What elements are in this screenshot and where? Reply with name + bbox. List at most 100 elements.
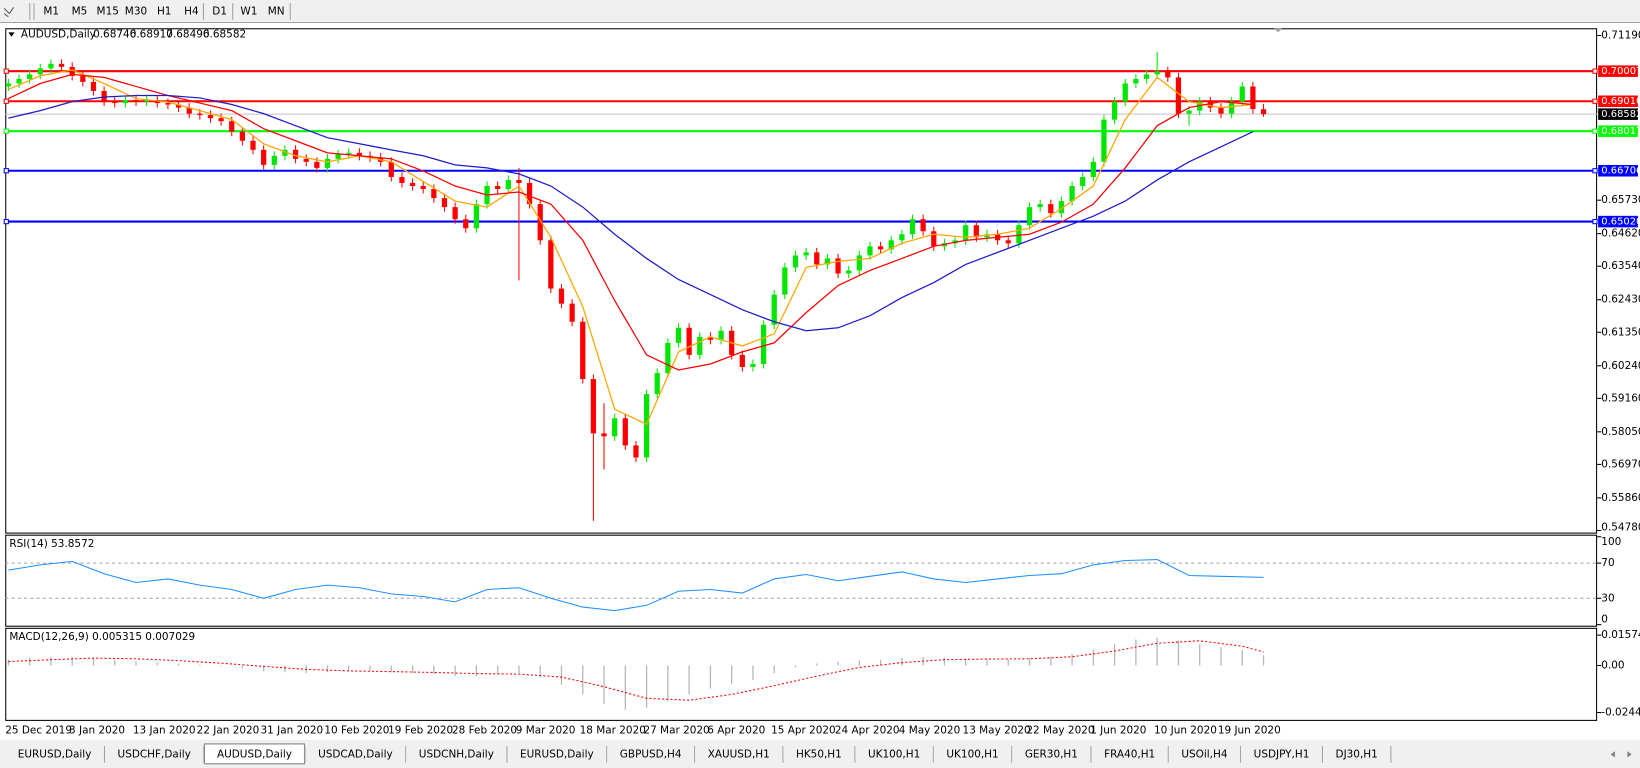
timeframe-button[interactable]: M30 (125, 6, 147, 18)
tab-label[interactable]: GER30,H1 (1025, 748, 1078, 760)
tab-label[interactable]: GBPUSD,H4 (620, 748, 682, 760)
level-price-tag (1598, 125, 1638, 137)
candle-body (346, 152, 352, 155)
timeframe-button[interactable]: M1 (43, 6, 59, 18)
tab[interactable]: XAUUSD,H1 (695, 743, 784, 764)
candle-body (144, 100, 150, 102)
candle-body (1133, 78, 1139, 84)
date-label: 4 May 2020 (899, 724, 961, 736)
candle-body (314, 161, 320, 168)
moving-average-line (8, 69, 1253, 426)
tab[interactable]: EURUSD,Daily (507, 743, 608, 764)
candle-body (558, 288, 565, 304)
tab-label[interactable]: AUDUSD,Daily (217, 748, 292, 760)
tab-label[interactable]: USDCAD,Daily (318, 748, 393, 760)
candle-body (356, 152, 363, 156)
tab[interactable]: UK100,H1 (855, 743, 934, 764)
tab-label[interactable]: USDCNH,Daily (419, 748, 494, 760)
timeframe-button[interactable]: H1 (157, 6, 172, 18)
timeframe-button[interactable]: M5 (72, 6, 88, 18)
tab[interactable]: USDCAD,Daily (305, 743, 407, 764)
candle-body (516, 179, 522, 183)
timeframe-button[interactable]: H4 (184, 6, 199, 18)
candle-body (1165, 71, 1171, 78)
tab-background (1012, 743, 1091, 764)
timeframe-button[interactable]: MN (268, 6, 285, 18)
candle-body (548, 240, 554, 289)
tab-scroll-left[interactable] (1610, 751, 1615, 758)
candle-body (218, 118, 224, 122)
candle-body (931, 231, 937, 247)
date-label: 1 Jun 2020 (1090, 724, 1146, 736)
level-handle (3, 98, 9, 104)
tab-label[interactable]: UK100,H1 (946, 748, 998, 760)
level-price-tag (1598, 95, 1638, 108)
tab-label[interactable]: XAUUSD,H1 (708, 748, 770, 760)
toolbar-icon[interactable] (3, 7, 15, 18)
tab[interactable]: USDJPY,H1 (1241, 743, 1323, 764)
candle-body (590, 379, 597, 434)
y-tick-label: 100 (1601, 536, 1621, 548)
candle-body (271, 155, 277, 165)
candle-body (16, 78, 22, 84)
tab[interactable]: USDCNH,Daily (406, 743, 508, 764)
tab[interactable]: AUDUSD,Daily (203, 743, 306, 765)
tab-background (607, 743, 695, 764)
tab-background (1091, 743, 1168, 764)
candle-body (1048, 204, 1054, 214)
candle-body (963, 225, 969, 241)
timeframe-button[interactable]: D1 (212, 6, 227, 18)
moving-average-line (8, 73, 1253, 371)
level-handle (3, 218, 9, 225)
tab[interactable]: FRA40,H1 (1091, 743, 1169, 764)
tab-label[interactable]: UK100,H1 (868, 748, 920, 760)
tab-label[interactable]: EURUSD,Daily (520, 748, 594, 760)
candle-body (1260, 109, 1267, 115)
tab-label[interactable]: EURUSD,Daily (18, 748, 92, 760)
candle-body (473, 204, 480, 229)
date-label: 13 Jan 2020 (133, 724, 196, 736)
tab[interactable]: EURUSD,Daily (5, 743, 106, 764)
timeframe-button[interactable]: M15 (97, 6, 119, 18)
tab[interactable]: HK50,H1 (783, 743, 856, 764)
candle-body (186, 107, 192, 114)
tab-label[interactable]: USDCHF,Daily (118, 748, 191, 760)
tab-label[interactable]: USOil,H4 (1181, 748, 1227, 760)
tab-label[interactable]: FRA40,H1 (1104, 748, 1155, 760)
candle-body (1111, 101, 1118, 120)
tab-scroll-right[interactable] (1627, 751, 1632, 758)
tab[interactable]: DJ30,H1 (1322, 743, 1392, 764)
tab[interactable]: USDCHF,Daily (105, 743, 205, 764)
y-tick-label: 70 (1601, 557, 1614, 569)
tab[interactable]: GBPUSD,H4 (607, 743, 696, 764)
candle-body (207, 115, 214, 119)
level-price-label: 0.68017 (1601, 126, 1640, 137)
tab[interactable]: UK100,H1 (933, 743, 1013, 764)
candle-body (1207, 101, 1213, 108)
date-label: 22 May 2020 (1026, 724, 1094, 736)
candle-body (782, 267, 788, 295)
tab-label[interactable]: HK50,H1 (796, 748, 842, 760)
candle-body (1069, 186, 1075, 202)
candle-body (601, 433, 607, 437)
tab-label[interactable]: USDJPY,H1 (1254, 748, 1310, 760)
candle-body (909, 219, 916, 235)
tab-background (855, 743, 933, 764)
timeframe-button[interactable]: W1 (240, 6, 257, 18)
candle-body (324, 158, 331, 168)
candle-body (420, 186, 426, 190)
main-panel-frame (5, 28, 1598, 534)
candle-body (101, 90, 107, 102)
candle-body (920, 219, 926, 232)
tab[interactable]: USOil,H4 (1168, 743, 1242, 764)
tab[interactable]: GER30,H1 (1012, 743, 1092, 764)
tab-label[interactable]: DJ30,H1 (1336, 748, 1378, 760)
level-price-tag (1598, 164, 1638, 177)
candle-body (463, 219, 469, 229)
title-menu-arrow[interactable] (8, 32, 15, 37)
